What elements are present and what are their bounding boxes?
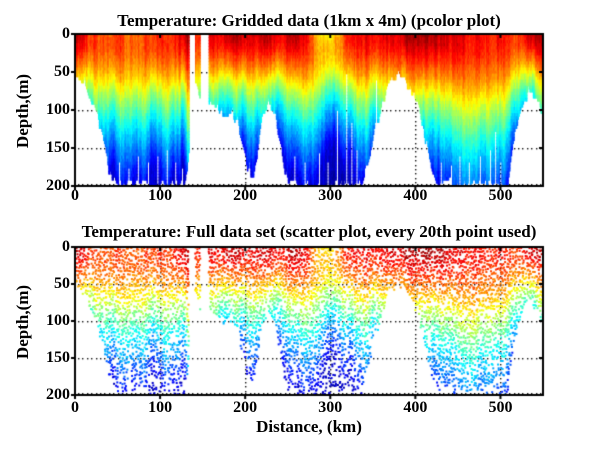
x-tick-label: 0 xyxy=(71,399,79,416)
y-tick-label: 0 xyxy=(62,238,70,255)
x-tick-label: 300 xyxy=(318,399,343,416)
x-tick-label: 300 xyxy=(318,187,343,204)
y-tick-label: 50 xyxy=(54,275,70,292)
x-tick-label: 100 xyxy=(148,399,173,416)
x-tick-label: 400 xyxy=(403,399,428,416)
y-tick-label: 50 xyxy=(54,63,70,80)
scatter-xlabel: Distance, (km) xyxy=(256,417,362,436)
x-tick-label: 500 xyxy=(488,399,513,416)
y-tick-label: 0 xyxy=(62,25,70,42)
x-tick-label: 500 xyxy=(488,187,513,204)
y-tick-label: 100 xyxy=(46,101,70,118)
pcolor-plot-title: Temperature: Gridded data (1km x 4m) (pc… xyxy=(117,11,501,30)
x-tick-label: 200 xyxy=(233,187,258,204)
x-tick-label: 200 xyxy=(233,399,258,416)
y-tick-label: 100 xyxy=(46,312,70,329)
scatter-plot-title: Temperature: Full data set (scatter plot… xyxy=(81,222,537,241)
x-tick-label: 0 xyxy=(71,187,79,204)
y-tick-label: 200 xyxy=(46,177,70,194)
x-tick-label: 100 xyxy=(148,187,173,204)
x-tick-label: 400 xyxy=(403,187,428,204)
y-tick-label: 150 xyxy=(46,349,70,366)
y-tick-label: 150 xyxy=(46,139,70,156)
y-tick-label: 200 xyxy=(46,386,70,403)
